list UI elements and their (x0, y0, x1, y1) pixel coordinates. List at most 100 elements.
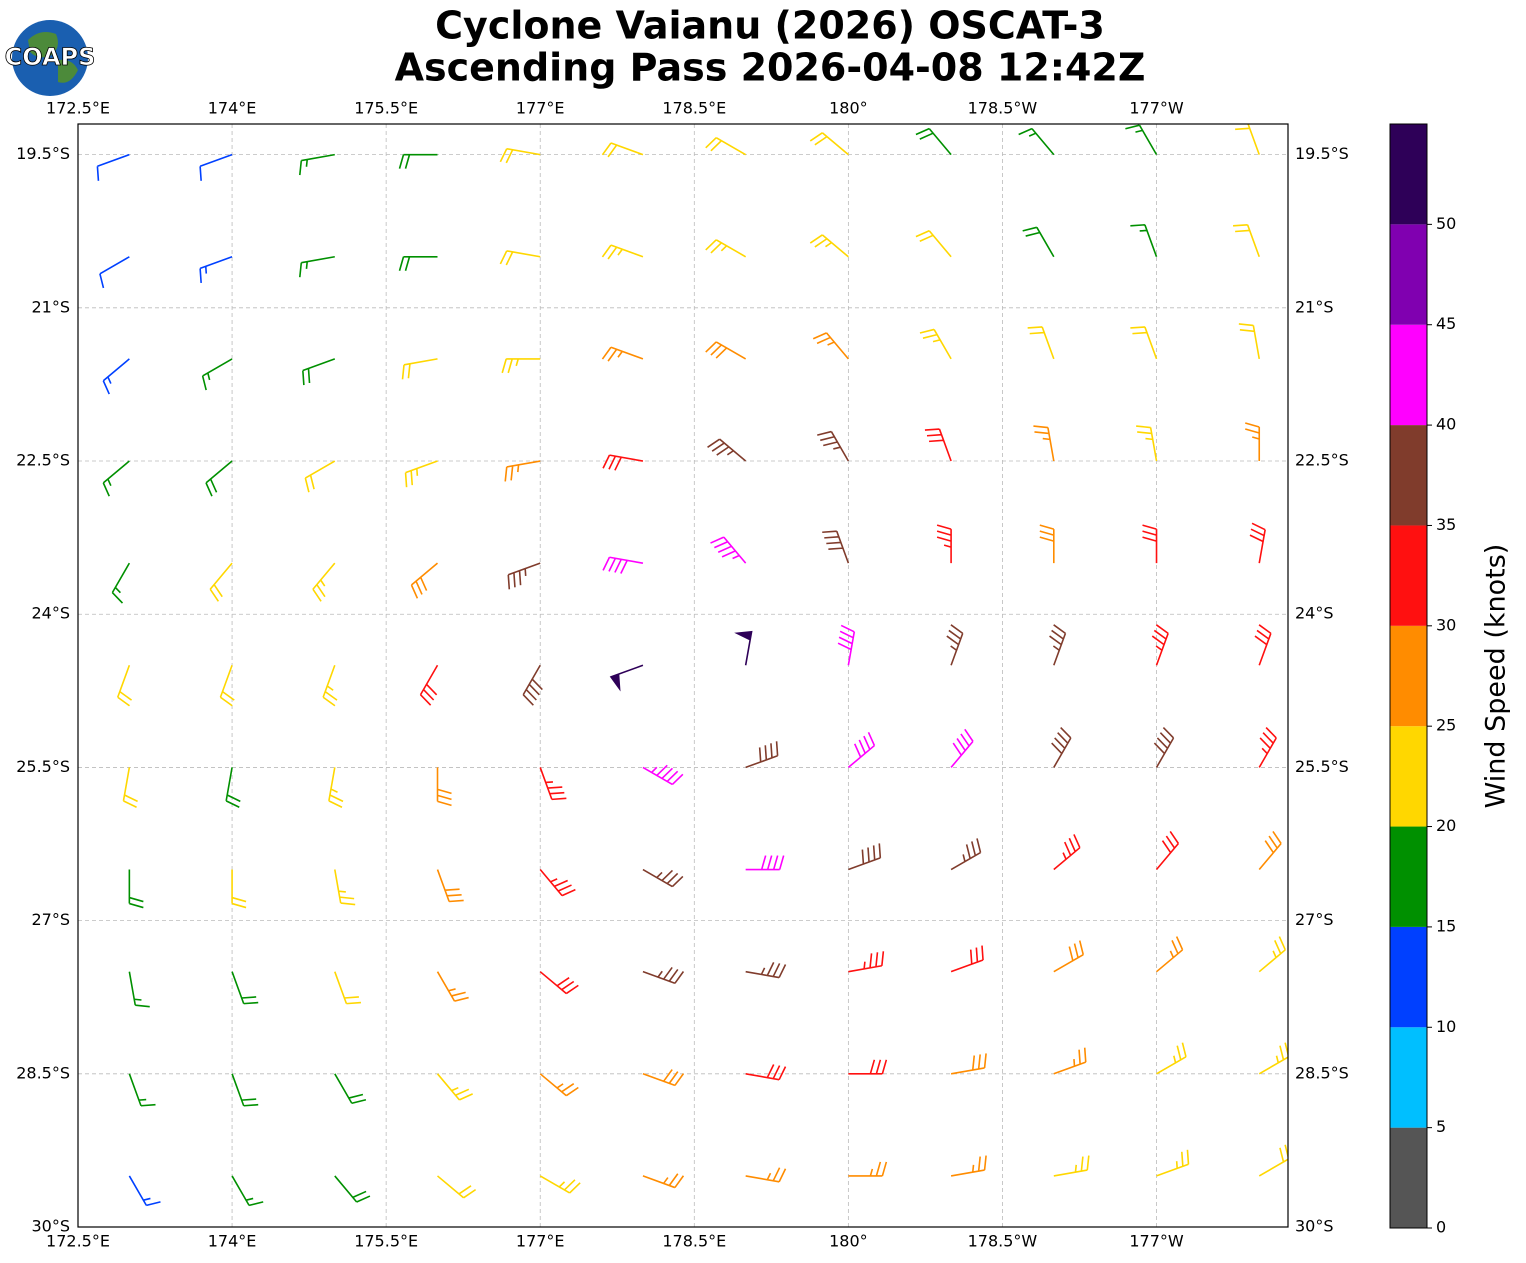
wind-barb (102, 460, 130, 497)
wind-barb (1151, 624, 1169, 666)
x-tick-label: 177°E (516, 1232, 565, 1251)
wind-barb (705, 136, 747, 156)
x-tick-label: 174°E (208, 1232, 257, 1251)
wind-barb (312, 562, 336, 602)
wind-barb (122, 767, 138, 808)
y-tick-label: 27°S (1295, 910, 1334, 929)
wind-barb (299, 153, 335, 176)
wind-barb (1039, 524, 1055, 564)
wind-barb (1156, 936, 1184, 973)
wind-barb (436, 767, 452, 807)
colorbar-tick-label: 35 (1436, 515, 1456, 534)
y-tick-label: 25.5°S (1295, 757, 1349, 776)
x-tick-label: 180° (829, 1232, 868, 1251)
wind-barb (1153, 726, 1175, 768)
wind-barb (817, 430, 850, 462)
wind-barb (745, 1167, 787, 1183)
wind-barb (436, 869, 464, 903)
colorbar-label: Wind Speed (knots) (1481, 544, 1512, 809)
colorbar-frame (1389, 123, 1428, 1229)
wind-barb (1258, 936, 1287, 973)
wind-barb (1233, 124, 1260, 155)
y-tick-label: 25.5°S (16, 757, 70, 776)
wind-barb (507, 562, 541, 590)
y-tick-label: 19.5°S (1295, 144, 1349, 163)
colorbar-tick-label: 50 (1436, 214, 1456, 233)
wind-barb (847, 731, 876, 769)
wind-barb (1142, 524, 1158, 564)
wind-barb (950, 1155, 987, 1177)
wind-barb (919, 328, 952, 360)
x-tick-label: 180° (829, 99, 868, 118)
colorbar-segment (1390, 525, 1427, 626)
y-tick-label: 30°S (31, 1217, 70, 1236)
colorbar-segment (1390, 1127, 1427, 1228)
colorbar-tick-label: 25 (1436, 716, 1456, 735)
wind-barb (334, 1175, 371, 1203)
wind-barb (705, 341, 747, 360)
wind-barb (334, 869, 356, 906)
wind-barb (1258, 1144, 1288, 1177)
wind-barb (745, 1064, 787, 1081)
wind-barb (1033, 425, 1055, 462)
x-tick-label: 178.5°E (662, 1232, 726, 1251)
colorbar-tick-label: 20 (1436, 816, 1456, 835)
wind-barb (499, 147, 541, 164)
x-tick-label: 172.5°E (46, 99, 110, 118)
barb-layer (96, 124, 1288, 1207)
wind-barb (642, 764, 684, 786)
chart-title: Ascending Pass 2026-04-08 12:42Z (395, 46, 1146, 90)
y-tick-label: 22.5°S (16, 451, 70, 470)
wind-barb (539, 767, 567, 801)
x-tick-label: 174°E (208, 99, 257, 118)
wind-barb (848, 951, 885, 973)
wind-barb (302, 358, 336, 386)
wind-barb (322, 665, 338, 707)
wind-barb (401, 358, 438, 380)
colorbar-segment (1390, 726, 1427, 827)
wind-barb (1049, 624, 1067, 666)
wind-barb (504, 460, 541, 482)
colorbar-segment (1390, 324, 1427, 426)
x-tick-label: 175.5°E (354, 99, 418, 118)
wind-barb (822, 530, 850, 564)
wind-barb (201, 358, 233, 391)
wind-barb (539, 1175, 581, 1194)
x-tick-label: 177°E (516, 99, 565, 118)
wind-barb (1254, 624, 1272, 666)
x-tick-label: 177°W (1129, 99, 1184, 118)
wind-barb (924, 428, 952, 462)
wind-barb (231, 1073, 259, 1107)
colorbar-segment (1390, 1027, 1427, 1128)
wind-barb (199, 256, 233, 283)
y-tick-label: 24°S (31, 604, 70, 623)
logo: COAPS (4, 20, 96, 96)
wind-barb (199, 153, 233, 181)
wind-barb (111, 562, 131, 604)
colorbar-segment (1390, 425, 1427, 526)
wind-barb (128, 971, 150, 1008)
wind-barb (809, 234, 849, 258)
wind-barb (116, 665, 133, 707)
wind-barb (1258, 1042, 1288, 1075)
wind-barb (946, 624, 964, 666)
wind-barb (812, 332, 849, 360)
wind-barb (936, 524, 952, 564)
wind-barb (219, 665, 235, 707)
wind-barb (1125, 124, 1158, 156)
colorbar-segment (1390, 124, 1427, 225)
colorbar-tick-label: 40 (1436, 415, 1456, 434)
wind-barb (328, 767, 344, 808)
colorbar-segment (1390, 926, 1427, 1028)
wind-barb (304, 460, 336, 493)
wind-barb (950, 945, 984, 973)
x-tick-label: 172.5°E (46, 1232, 110, 1251)
colorbar-tick-label: 0 (1436, 1218, 1446, 1237)
wind-barb (398, 153, 438, 169)
wind-barb (128, 1073, 156, 1107)
wind-barb (745, 855, 785, 871)
wind-barb (128, 1175, 161, 1207)
logo-land (28, 32, 78, 83)
wind-barb (1156, 1149, 1190, 1177)
wind-barb (225, 767, 241, 808)
